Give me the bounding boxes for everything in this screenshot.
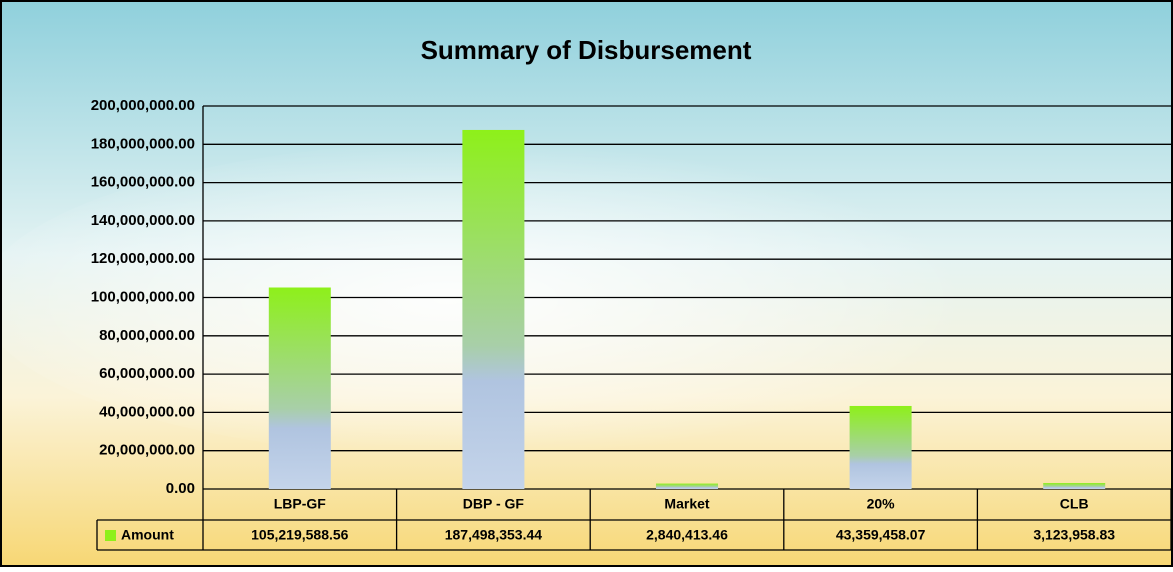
y-tick-label: 200,000,000.00 bbox=[91, 97, 195, 114]
bar bbox=[656, 483, 718, 489]
bar bbox=[849, 405, 912, 489]
y-tick-label: 60,000,000.00 bbox=[99, 365, 195, 382]
y-tick-label: 20,000,000.00 bbox=[99, 442, 195, 459]
x-tick-label: 20% bbox=[867, 496, 896, 512]
x-tick-label: DBP - GF bbox=[463, 496, 525, 512]
y-tick-label: 0.00 bbox=[166, 480, 195, 497]
table-value: 105,219,588.56 bbox=[251, 527, 349, 543]
y-tick-label: 140,000,000.00 bbox=[91, 212, 195, 229]
legend-label: Amount bbox=[121, 527, 174, 543]
x-tick-label: CLB bbox=[1060, 496, 1089, 512]
chart-title: Summary of Disbursement bbox=[421, 35, 752, 65]
legend-swatch bbox=[105, 530, 116, 541]
y-tick-label: 160,000,000.00 bbox=[91, 174, 195, 191]
table-value: 3,123,958.83 bbox=[1033, 527, 1115, 543]
y-tick-label: 40,000,000.00 bbox=[99, 403, 195, 420]
x-tick-label: Market bbox=[664, 496, 709, 512]
table-value: 187,498,353.44 bbox=[445, 527, 543, 543]
table-value: 43,359,458.07 bbox=[836, 527, 926, 543]
y-tick-label: 180,000,000.00 bbox=[91, 135, 195, 152]
table-value: 2,840,413.46 bbox=[646, 527, 728, 543]
x-tick-label: LBP-GF bbox=[274, 496, 327, 512]
bar bbox=[462, 129, 525, 489]
bar bbox=[1043, 483, 1106, 489]
bar bbox=[268, 287, 331, 489]
y-tick-label: 80,000,000.00 bbox=[99, 327, 195, 344]
y-tick-label: 100,000,000.00 bbox=[91, 288, 195, 305]
y-tick-label: 120,000,000.00 bbox=[91, 250, 195, 267]
